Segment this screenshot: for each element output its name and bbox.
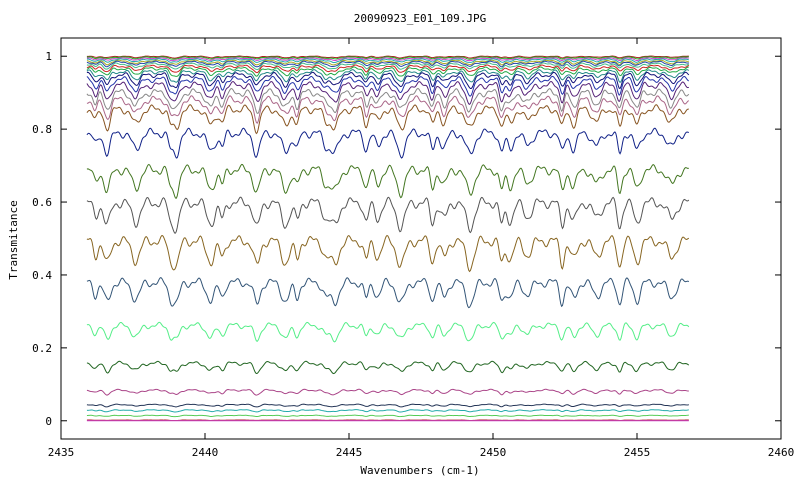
series-line-10 bbox=[86, 71, 690, 90]
tick-group: 2435 2440 2445 2450 2455 2460 0 0.2 0.4 0.6 0.8 1 bbox=[32, 38, 794, 459]
series-line-19 bbox=[86, 234, 690, 273]
y-tick-label-2: 0.4 bbox=[32, 269, 52, 282]
series-line-9 bbox=[86, 69, 690, 83]
series-line-0 bbox=[86, 55, 689, 59]
series-line-12 bbox=[86, 80, 690, 105]
series-line-26 bbox=[86, 414, 689, 418]
series-line-23 bbox=[86, 388, 689, 396]
x-tick-label-0: 2435 bbox=[48, 446, 75, 459]
series-line-15 bbox=[86, 104, 689, 135]
series-line-22 bbox=[86, 360, 690, 375]
x-tick-label-2: 2445 bbox=[336, 446, 363, 459]
y-tick-label-0: 0 bbox=[45, 415, 52, 428]
series-line-3 bbox=[86, 58, 689, 64]
series-line-21 bbox=[86, 321, 690, 343]
x-tick-label-3: 2450 bbox=[480, 446, 507, 459]
series-line-24 bbox=[86, 403, 689, 408]
x-tick-label-1: 2440 bbox=[192, 446, 219, 459]
series-line-17 bbox=[86, 163, 689, 199]
x-tick-label-4: 2455 bbox=[624, 446, 651, 459]
series-line-1 bbox=[86, 56, 689, 60]
series-line-25 bbox=[86, 409, 689, 413]
series-line-7 bbox=[86, 64, 690, 74]
y-tick-label-5: 1 bbox=[45, 50, 52, 63]
plot-frame bbox=[60, 37, 782, 440]
series-line-14 bbox=[86, 95, 690, 125]
x-axis-label: Wavenumbers (cm-1) bbox=[360, 464, 479, 477]
series-line-2 bbox=[86, 57, 689, 62]
series-line-18 bbox=[86, 196, 690, 234]
y-tick-label-4: 0.8 bbox=[32, 123, 52, 136]
series-line-11 bbox=[86, 75, 690, 97]
series-line-13 bbox=[86, 87, 690, 114]
series-line-4 bbox=[86, 59, 689, 66]
y-tick-label-1: 0.2 bbox=[32, 342, 52, 355]
y-tick-label-3: 0.6 bbox=[32, 196, 52, 209]
series-line-16 bbox=[86, 127, 689, 159]
chart-title: 20090923_E01_109.JPG bbox=[354, 12, 486, 25]
series-group bbox=[86, 55, 690, 422]
series-line-5 bbox=[86, 60, 689, 68]
series-line-6 bbox=[86, 62, 690, 71]
series-line-8 bbox=[86, 66, 689, 77]
x-tick-label-5: 2460 bbox=[768, 446, 795, 459]
series-line-20 bbox=[86, 277, 690, 309]
y-axis-label: Transmitance bbox=[7, 200, 20, 279]
